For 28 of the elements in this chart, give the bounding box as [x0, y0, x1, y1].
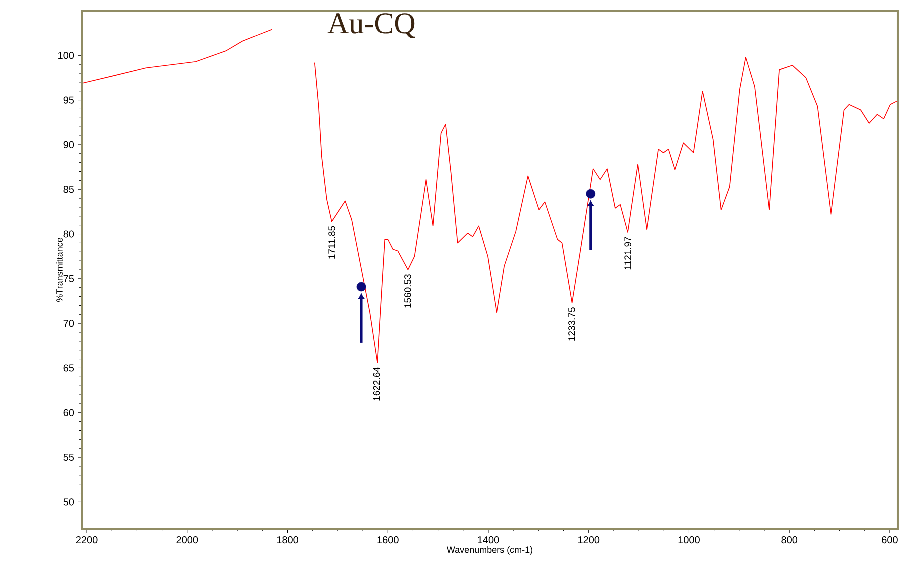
- annotation: 1233.75: [568, 308, 576, 341]
- x-tick-label: 1600: [378, 536, 399, 544]
- x-tick-label: 2200: [76, 536, 98, 544]
- y-tick-label: 80: [64, 230, 74, 238]
- x-tick-label: 1800: [277, 536, 298, 544]
- y-tick-label: 95: [64, 96, 74, 104]
- annotation: 1711.85: [328, 226, 336, 259]
- x-tick-label: 600: [882, 536, 898, 544]
- x-tick-label: 1200: [578, 536, 600, 544]
- y-tick-label: 65: [64, 364, 74, 372]
- x-tick-label: 1400: [478, 536, 500, 544]
- y-tick-label: 100: [58, 52, 74, 60]
- chart-title: Au-CQ: [328, 14, 416, 38]
- y-tick-label: 60: [64, 409, 74, 416]
- y-tick-label: 90: [64, 141, 74, 148]
- y-tick-label: 55: [64, 454, 74, 462]
- y-tick-label: 75: [64, 275, 74, 282]
- x-tick-label: 2000: [176, 536, 198, 544]
- x-tick-label: 800: [782, 536, 798, 544]
- y-axis-title: %Transmittance: [56, 238, 63, 302]
- x-tick-label: 1000: [678, 536, 700, 544]
- annotation: 1622.64: [373, 367, 380, 401]
- y-tick-label: 50: [64, 498, 74, 506]
- y-tick-label: 85: [64, 186, 74, 194]
- annotation: 1121.97: [624, 237, 632, 270]
- x-axis-title: Wavenumbers (cm-1): [446, 546, 533, 555]
- annotation: 1560.53: [404, 274, 412, 308]
- y-tick-label: 70: [64, 320, 74, 328]
